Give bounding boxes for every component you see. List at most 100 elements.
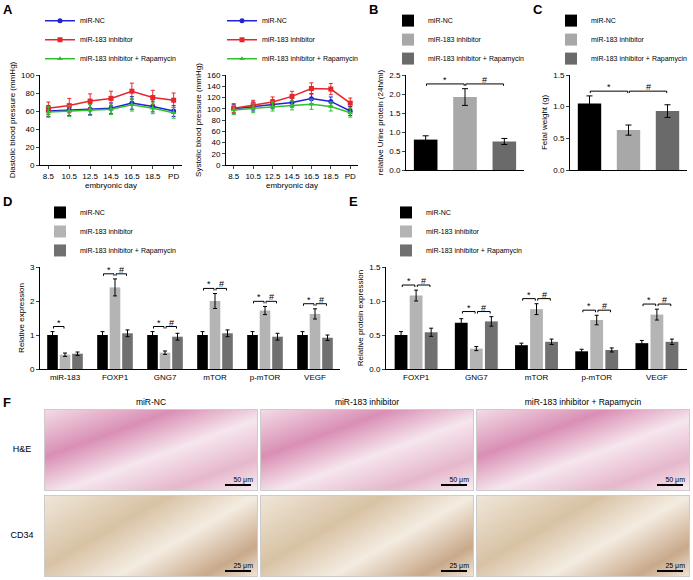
svg-text:*: * <box>257 292 261 302</box>
svg-text:140: 140 <box>207 82 221 91</box>
svg-text:miR-NC: miR-NC <box>80 17 105 24</box>
svg-text:#: # <box>421 276 426 286</box>
svg-text:40: 40 <box>25 125 34 134</box>
svg-text:8.5: 8.5 <box>228 172 240 181</box>
svg-text:120: 120 <box>207 93 221 102</box>
svg-text:16.5: 16.5 <box>304 172 320 181</box>
svg-text:*: * <box>207 279 211 289</box>
svg-text:1.0: 1.0 <box>553 102 565 111</box>
svg-text:0.0: 0.0 <box>389 166 401 175</box>
svg-text:20: 20 <box>25 143 34 152</box>
svg-text:20: 20 <box>211 150 220 159</box>
svg-text:Diastolic blood pressure (mmHg: Diastolic blood pressure (mmHg) <box>8 61 17 178</box>
svg-text:mTOR: mTOR <box>203 373 227 382</box>
svg-text:1.5: 1.5 <box>553 71 565 80</box>
svg-text:80: 80 <box>25 89 34 98</box>
svg-text:18.5: 18.5 <box>323 172 339 181</box>
svg-text:*: * <box>443 75 447 85</box>
svg-text:2.5: 2.5 <box>389 71 401 80</box>
svg-text:#: # <box>219 279 224 289</box>
svg-text:PD: PD <box>345 172 356 181</box>
svg-text:*: * <box>107 265 111 275</box>
svg-text:#: # <box>269 292 274 302</box>
svg-text:embryonic day: embryonic day <box>266 181 318 190</box>
svg-text:miR-183 inhibitor: miR-183 inhibitor <box>80 36 134 43</box>
svg-text:0.0: 0.0 <box>553 166 565 175</box>
svg-text:80: 80 <box>211 116 220 125</box>
svg-text:*: * <box>407 276 411 286</box>
svg-text:1.0: 1.0 <box>369 297 381 306</box>
svg-text:60: 60 <box>25 107 34 116</box>
svg-text:#: # <box>319 295 324 305</box>
svg-text:0.5: 0.5 <box>553 134 565 143</box>
svg-text:GNG7: GNG7 <box>154 373 177 382</box>
svg-text:0: 0 <box>30 365 35 374</box>
svg-text:160: 160 <box>207 71 221 80</box>
svg-text:40: 40 <box>211 138 220 147</box>
svg-text:*: * <box>587 301 591 311</box>
svg-text:2.0: 2.0 <box>389 90 401 99</box>
svg-text:#: # <box>602 301 607 311</box>
svg-text:10.5: 10.5 <box>61 172 77 181</box>
svg-text:3: 3 <box>30 263 35 272</box>
svg-text:p-mTOR: p-mTOR <box>250 373 281 382</box>
svg-text:GNG7: GNG7 <box>465 373 488 382</box>
svg-text:100: 100 <box>21 71 35 80</box>
svg-text:FOXP1: FOXP1 <box>403 373 430 382</box>
svg-text:mTOR: mTOR <box>525 373 549 382</box>
svg-text:FOXP1: FOXP1 <box>102 373 129 382</box>
svg-text:Systolic blood pressure (mmHg): Systolic blood pressure (mmHg) <box>194 63 203 177</box>
svg-text:miR-NC: miR-NC <box>262 17 287 24</box>
svg-text:miR-183: miR-183 <box>50 373 81 382</box>
svg-text:0.0: 0.0 <box>369 365 381 374</box>
svg-text:miR-183 inhibitor + Rapamycin: miR-183 inhibitor + Rapamycin <box>591 55 687 63</box>
svg-text:miR-183 inhibitor + Rapamycin: miR-183 inhibitor + Rapamycin <box>428 55 524 63</box>
svg-text:0: 0 <box>216 161 221 170</box>
svg-text:*: * <box>647 295 651 305</box>
svg-text:60: 60 <box>211 127 220 136</box>
svg-text:miR-NC: miR-NC <box>591 17 616 24</box>
svg-text:#: # <box>169 318 174 328</box>
svg-text:#: # <box>119 265 124 275</box>
svg-text:14.5: 14.5 <box>103 172 119 181</box>
svg-text:miR-183 inhibitor: miR-183 inhibitor <box>80 228 134 235</box>
svg-text:100: 100 <box>207 105 221 114</box>
svg-text:p-mTOR: p-mTOR <box>581 373 612 382</box>
svg-text:embryonic day: embryonic day <box>85 181 137 190</box>
svg-text:0.5: 0.5 <box>389 147 401 156</box>
svg-text:18.5: 18.5 <box>145 172 161 181</box>
svg-text:1.0: 1.0 <box>389 128 401 137</box>
svg-text:*: * <box>527 290 531 300</box>
svg-text:12.5: 12.5 <box>82 172 98 181</box>
svg-text:8.5: 8.5 <box>43 172 55 181</box>
svg-text:miR-NC: miR-NC <box>80 209 105 216</box>
svg-text:2: 2 <box>30 297 35 306</box>
svg-text:VEGF: VEGF <box>646 373 668 382</box>
svg-text:12.5: 12.5 <box>265 172 281 181</box>
svg-text:VEGF: VEGF <box>304 373 326 382</box>
svg-text:miR-183 inhibitor + Rapamycin: miR-183 inhibitor + Rapamycin <box>426 247 522 255</box>
svg-text:miR-183 inhibitor: miR-183 inhibitor <box>591 36 645 43</box>
svg-text:miR-183 inhibitor + Rapamycin: miR-183 inhibitor + Rapamycin <box>262 55 358 63</box>
svg-text:*: * <box>607 82 611 92</box>
svg-text:miR-183 inhibitor + Rapamycin: miR-183 inhibitor + Rapamycin <box>80 55 176 63</box>
svg-text:#: # <box>481 303 486 313</box>
svg-text:16.5: 16.5 <box>124 172 140 181</box>
svg-text:14.5: 14.5 <box>284 172 300 181</box>
svg-text:*: * <box>467 303 471 313</box>
svg-text:10.5: 10.5 <box>245 172 261 181</box>
svg-text:Relative protein expression: Relative protein expression <box>356 270 365 367</box>
svg-text:0.5: 0.5 <box>369 331 381 340</box>
svg-text:*: * <box>157 318 161 328</box>
svg-text:*: * <box>57 318 61 328</box>
svg-text:1.5: 1.5 <box>369 263 381 272</box>
svg-text:1: 1 <box>30 331 35 340</box>
svg-text:*: * <box>307 295 311 305</box>
svg-text:miR-183 inhibitor: miR-183 inhibitor <box>262 36 316 43</box>
svg-text:miR-NC: miR-NC <box>428 17 453 24</box>
svg-text:#: # <box>542 290 547 300</box>
svg-text:miR-183 inhibitor: miR-183 inhibitor <box>428 36 482 43</box>
svg-text:PD: PD <box>168 172 179 181</box>
svg-text:Fetal weight (g): Fetal weight (g) <box>540 95 549 150</box>
svg-text:0: 0 <box>30 161 35 170</box>
